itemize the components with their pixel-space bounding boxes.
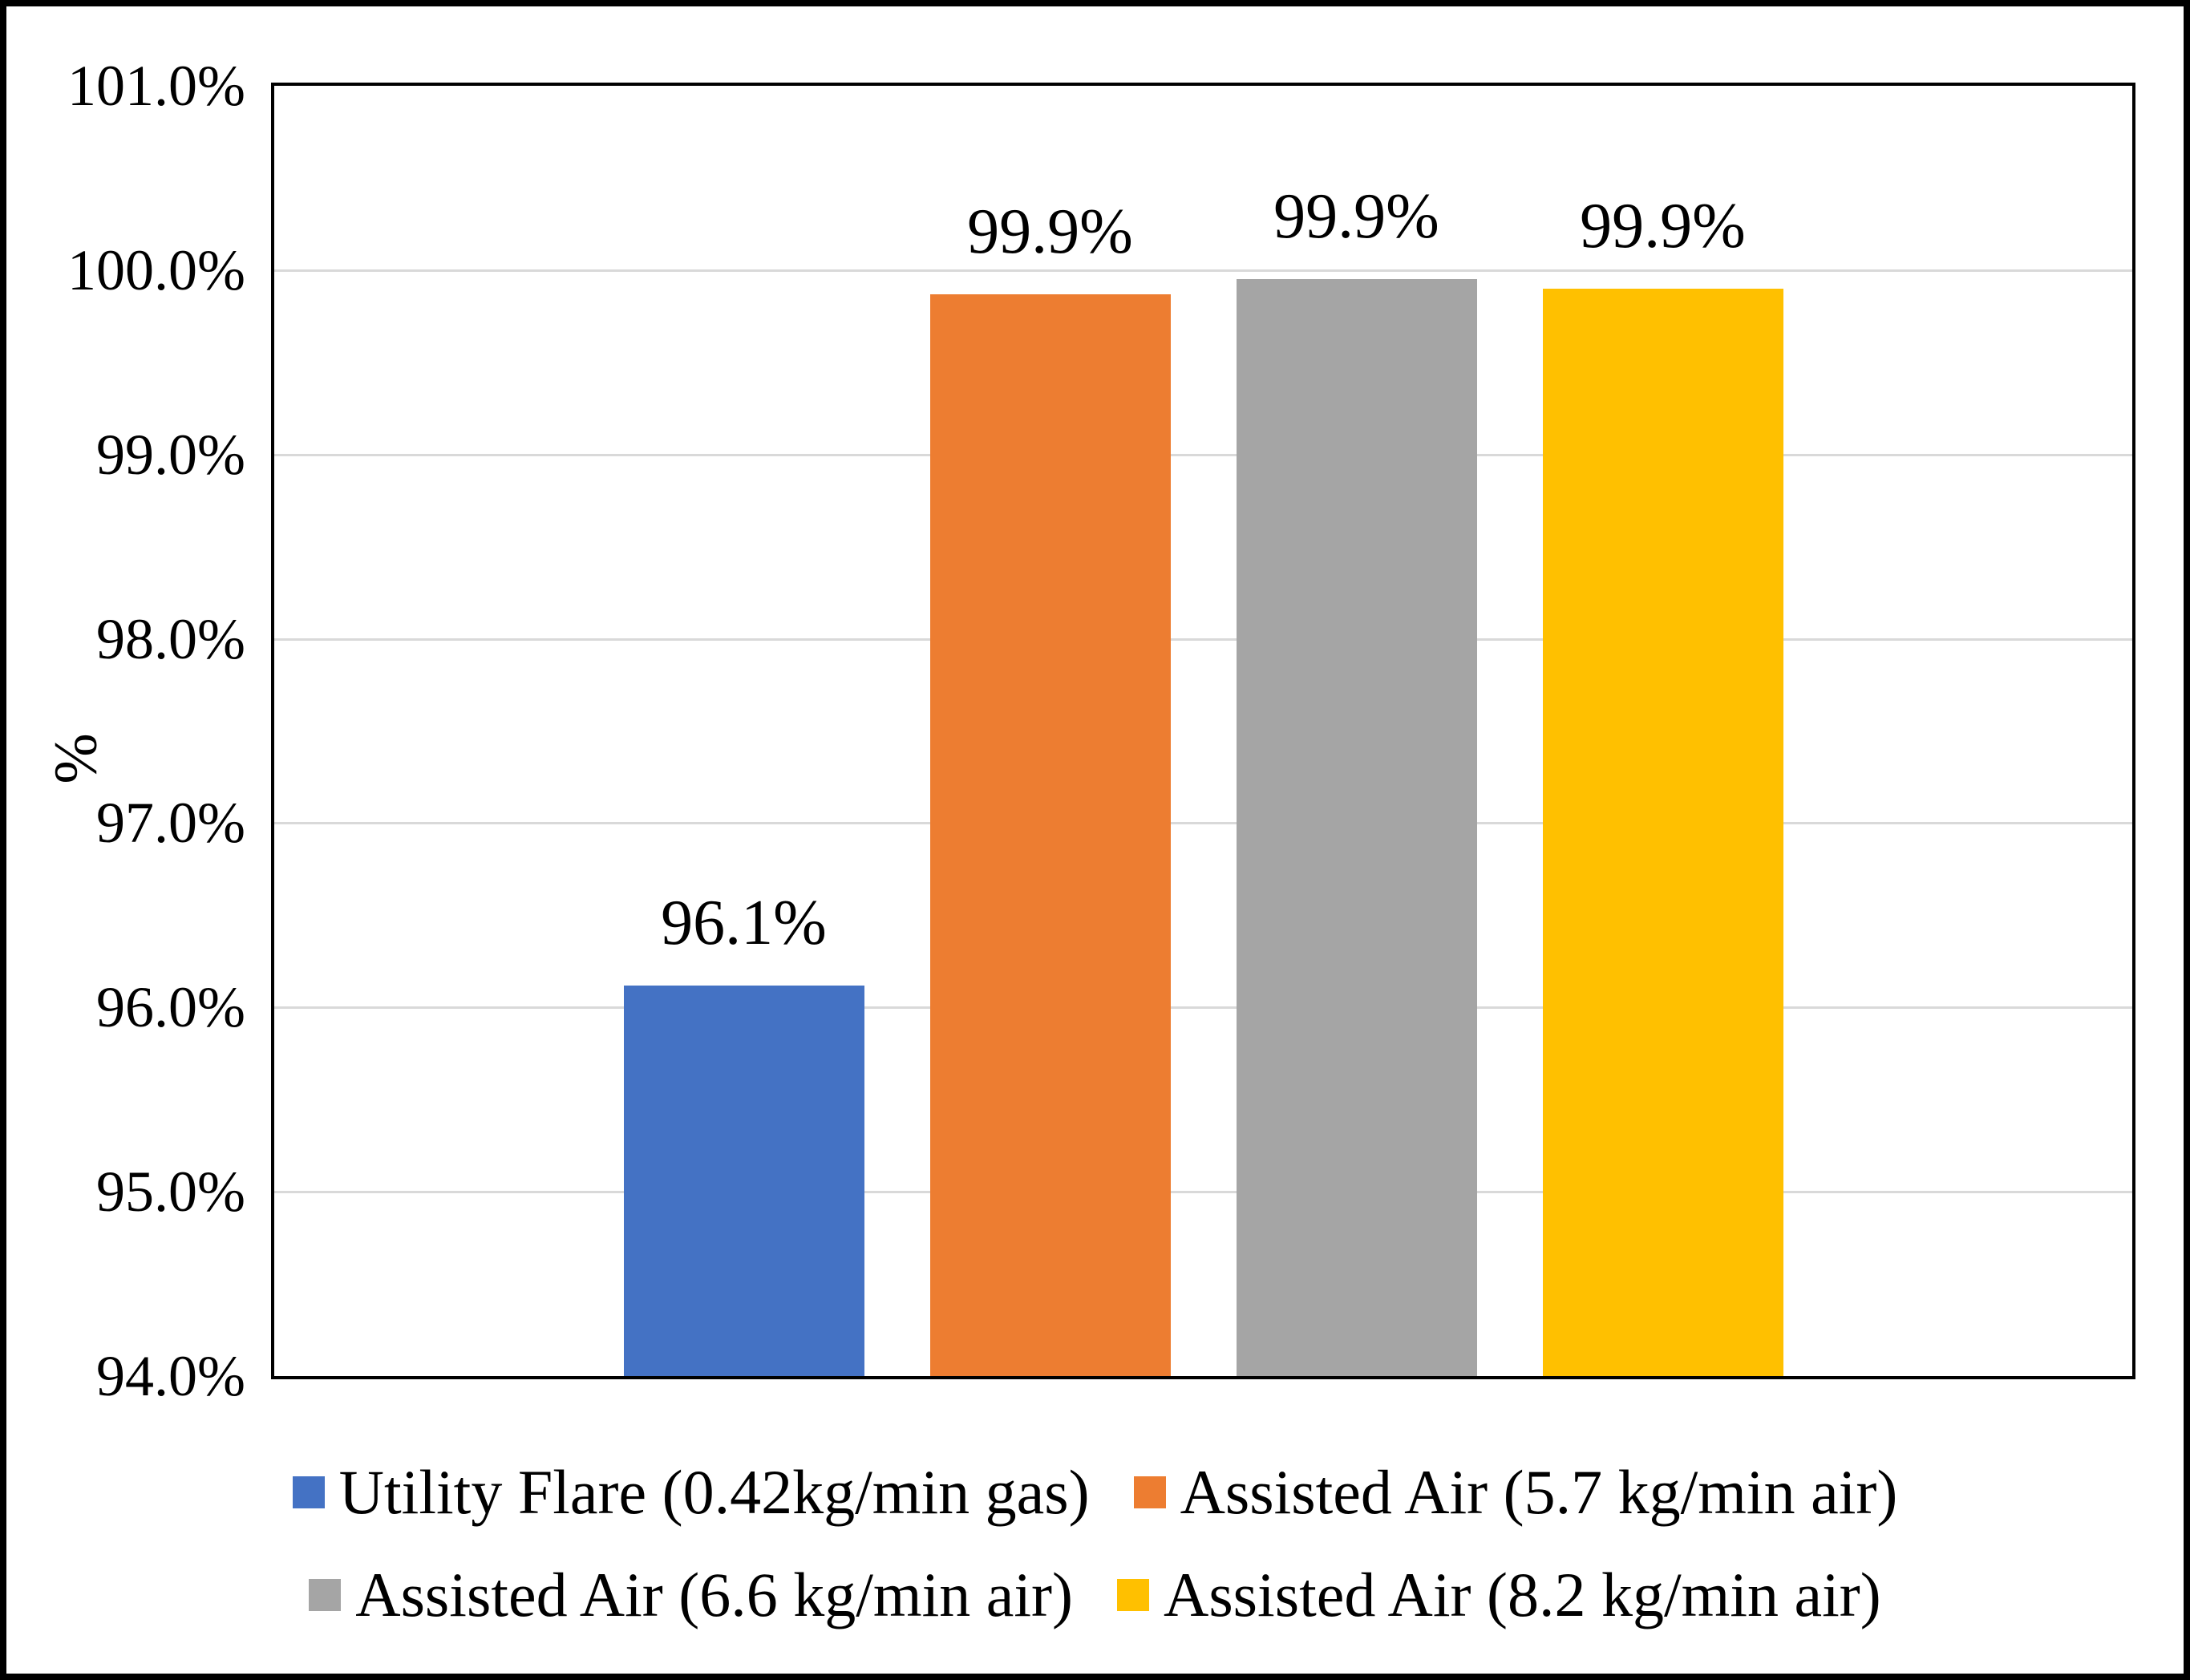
y-tick-label: 95.0% <box>96 1160 245 1225</box>
legend: Utility Flare (0.42kg/min gas) Assisted A… <box>6 1458 2184 1629</box>
legend-swatch-icon <box>309 1578 342 1611</box>
bar <box>623 985 864 1376</box>
legend-row: Utility Flare (0.42kg/min gas) Assisted A… <box>292 1457 1898 1527</box>
y-tick-label: 96.0% <box>96 975 245 1040</box>
gridline <box>274 269 2132 272</box>
bar <box>929 293 1171 1376</box>
y-axis-tick-labels: 94.0% 95.0% 96.0% 97.0% 98.0% 99.0% 100.0% 101.… <box>6 57 257 1405</box>
plot-area: 96.1% 99.9% 99.9% 99.9% <box>271 83 2135 1379</box>
y-tick-label: 98.0% <box>96 606 245 671</box>
y-tick-label: 99.0% <box>96 422 245 487</box>
bar-value-label: 99.9% <box>967 196 1133 267</box>
gridline <box>274 638 2132 641</box>
legend-row: Assisted Air (6.6 kg/min air) Assisted Ai… <box>309 1559 1881 1629</box>
gridline <box>274 822 2132 825</box>
bar-value-label: 96.1% <box>661 887 827 958</box>
gridline <box>274 1191 2132 1194</box>
legend-label: Utility Flare (0.42kg/min gas) <box>338 1457 1090 1527</box>
gridline <box>274 453 2132 456</box>
bar <box>1236 279 1477 1376</box>
legend-item: Assisted Air (6.6 kg/min air) <box>309 1559 1073 1629</box>
y-tick-label: 97.0% <box>96 791 245 856</box>
bar-value-label: 99.9% <box>1580 190 1746 261</box>
gridline <box>274 1006 2132 1010</box>
legend-item: Assisted Air (5.7 kg/min air) <box>1133 1457 1898 1527</box>
legend-swatch-icon <box>292 1476 325 1508</box>
legend-swatch-icon <box>1133 1476 1166 1508</box>
legend-item: Assisted Air (8.2 kg/min air) <box>1117 1559 1881 1629</box>
bar <box>1542 288 1783 1376</box>
legend-label: Assisted Air (5.7 kg/min air) <box>1180 1457 1898 1527</box>
legend-label: Assisted Air (6.6 kg/min air) <box>355 1559 1073 1629</box>
legend-label: Assisted Air (8.2 kg/min air) <box>1164 1559 1881 1629</box>
legend-item: Utility Flare (0.42kg/min gas) <box>292 1457 1090 1527</box>
y-tick-label: 100.0% <box>67 237 245 302</box>
bar-value-label: 99.9% <box>1273 181 1439 253</box>
y-tick-label: 94.0% <box>96 1344 245 1408</box>
legend-swatch-icon <box>1117 1578 1149 1611</box>
y-tick-label: 101.0% <box>67 54 245 118</box>
